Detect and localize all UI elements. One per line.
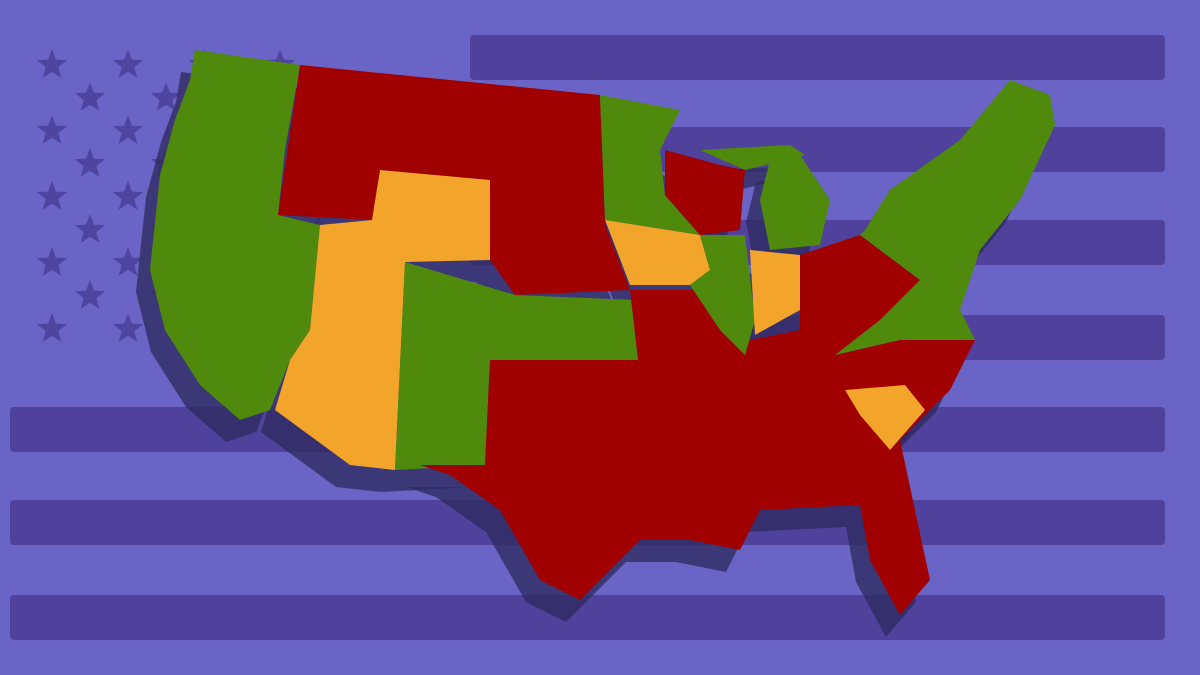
flag-stripe <box>10 595 1165 640</box>
star-icon <box>36 49 68 78</box>
state-region-ohio <box>800 235 920 330</box>
star-icon <box>150 82 182 111</box>
star-icon <box>74 82 106 111</box>
state-region-iowa <box>605 220 710 285</box>
state-region-south-carolina <box>845 385 925 450</box>
star-icon <box>36 247 68 276</box>
star-icon <box>112 115 144 144</box>
star-icon <box>36 181 68 210</box>
star-icon <box>74 280 106 309</box>
star-icon <box>112 181 144 210</box>
state-region-south <box>420 290 975 615</box>
state-region-northern-plains <box>278 65 630 295</box>
state-region-utah-arizona <box>275 170 490 470</box>
state-region-michigan-upper <box>700 145 805 170</box>
state-region-wisconsin <box>665 150 745 235</box>
star-icon <box>74 214 106 243</box>
star-icon <box>36 313 68 342</box>
us-map <box>150 50 1055 615</box>
star-icon <box>112 49 144 78</box>
star-icon <box>112 313 144 342</box>
state-region-west-coast <box>150 50 320 420</box>
flag-stripe <box>470 35 1165 80</box>
state-region-colorado-new-mexico-kansas <box>395 262 638 470</box>
star-icon <box>74 148 106 177</box>
state-region-michigan <box>760 155 830 250</box>
state-region-illinois <box>690 235 755 355</box>
state-region-minnesota <box>600 95 700 235</box>
star-icon <box>36 115 68 144</box>
state-region-northeast <box>835 80 1055 355</box>
star-icon <box>112 247 144 276</box>
state-region-indiana <box>750 250 800 335</box>
